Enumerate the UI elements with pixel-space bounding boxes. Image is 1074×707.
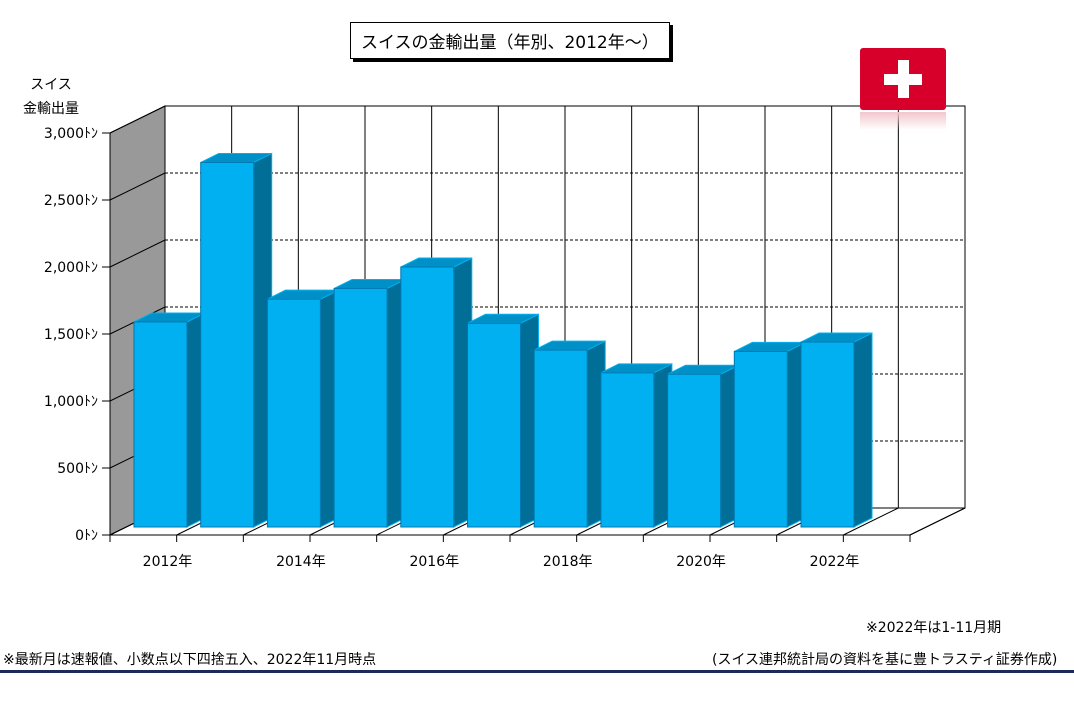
y-tick-label: 2,000ﾄﾝ	[44, 260, 98, 276]
bar	[200, 152, 273, 528]
floor-grid-line	[909, 507, 966, 536]
y-tick-label: 2,500ﾄﾝ	[44, 193, 98, 209]
x-tick-label: 2018年	[543, 554, 593, 570]
source-note: (スイス連邦統計局の資料を基に豊トラスティ証券作成)	[712, 652, 1058, 668]
bar	[533, 340, 606, 528]
wall-grid-line	[109, 172, 166, 201]
y-tick-label: 0ﾄﾝ	[75, 528, 98, 544]
bar	[333, 278, 406, 528]
swiss-flag-icon	[860, 48, 946, 110]
bar-front	[800, 341, 855, 528]
wall-grid-line	[109, 239, 166, 268]
bottom-rule	[0, 670, 1074, 673]
bar-front	[400, 266, 455, 528]
flag-reflection	[860, 112, 946, 130]
floor-grid-line	[843, 507, 899, 536]
x-tick-label: 2016年	[409, 554, 459, 570]
bar	[600, 363, 673, 528]
wall-grid-line	[109, 105, 166, 134]
bar-front	[200, 161, 255, 528]
bar-front	[133, 321, 188, 528]
bar	[266, 289, 339, 528]
y-axis-label-line2: 金輸出量	[23, 101, 79, 117]
x-tick-label: 2012年	[143, 554, 193, 570]
y-tick-label: 3,000ﾄﾝ	[44, 126, 98, 142]
bar-front	[333, 287, 388, 528]
bar-front	[667, 373, 722, 528]
bar	[667, 364, 740, 528]
y-axis-label: スイス 金輸出量	[22, 73, 80, 121]
bar-front	[733, 350, 788, 528]
bar-front	[533, 349, 588, 528]
bar	[133, 312, 206, 528]
y-tick-label: 1,500ﾄﾝ	[44, 327, 98, 343]
x-tick-label: 2022年	[810, 554, 860, 570]
x-tick-label: 2014年	[276, 554, 326, 570]
bar-front	[467, 322, 521, 528]
bar	[400, 257, 473, 528]
chart-title: スイスの金輸出量（年別、2012年～）	[350, 22, 670, 59]
bar-side	[853, 332, 873, 528]
bar-front	[600, 372, 655, 528]
bar	[733, 341, 806, 528]
bar	[800, 332, 873, 528]
y-tick-label: 500ﾄﾝ	[57, 461, 98, 477]
bar-front	[266, 298, 321, 528]
period-note: ※2022年は1-11月期	[866, 620, 1002, 636]
footnote: ※最新月は速報値、小数点以下四捨五入、2022年11月時点	[3, 652, 377, 668]
y-axis-label-line1: スイス	[30, 77, 72, 93]
y-tick-label: 1,000ﾄﾝ	[44, 394, 98, 410]
bar	[467, 313, 539, 528]
x-tick-label: 2020年	[676, 554, 726, 570]
